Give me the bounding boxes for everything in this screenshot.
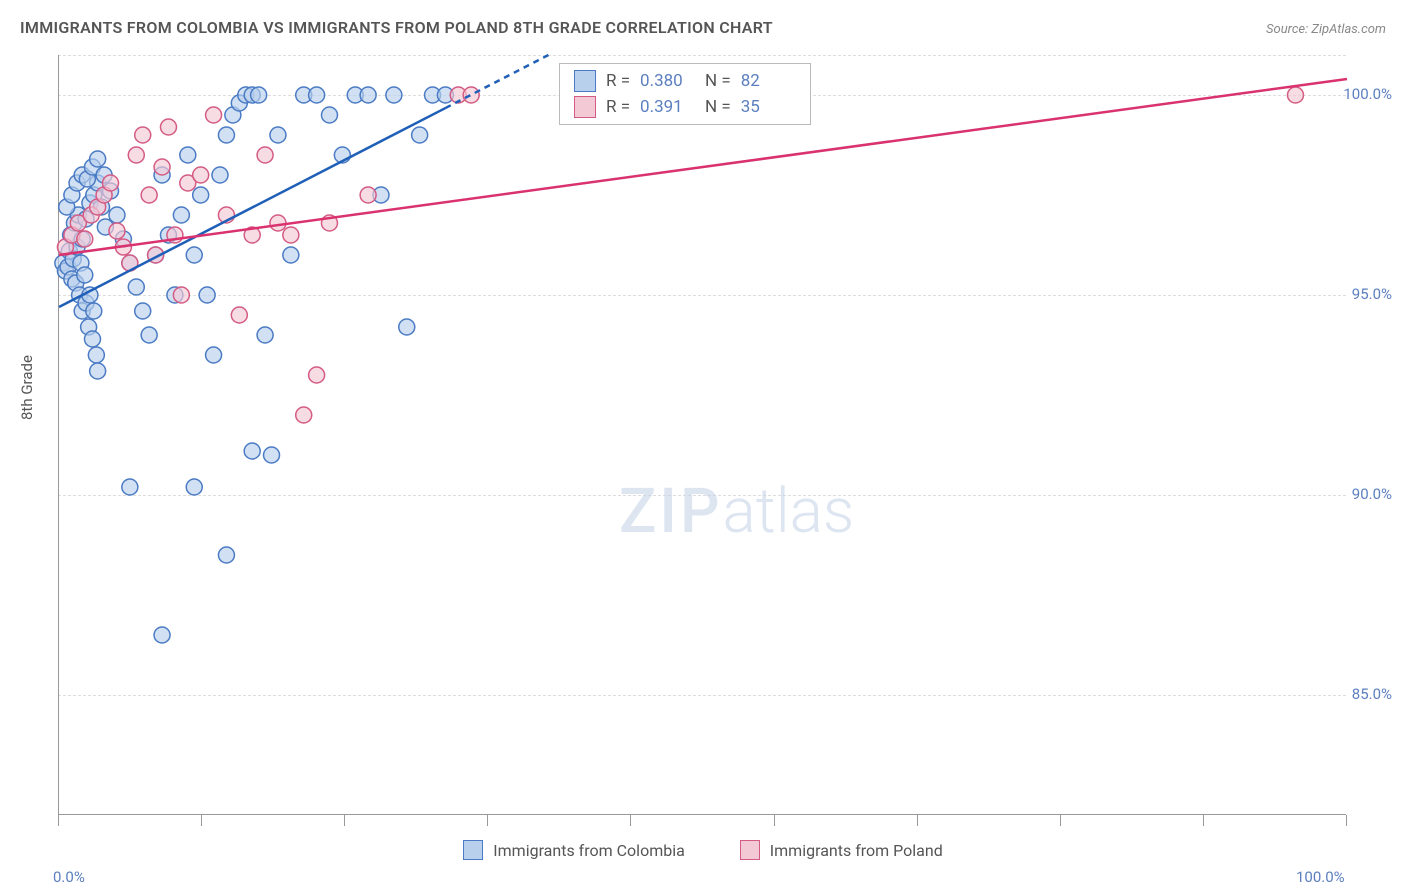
legend-item: Immigrants from Poland [740, 840, 943, 860]
correlation-stats-box: R = 0.380 N = 82 R = 0.391 N = 35 [559, 63, 811, 125]
y-tick-label: 90.0% [1352, 485, 1392, 503]
series-swatch [574, 96, 596, 118]
legend-item: Immigrants from Colombia [463, 840, 685, 860]
scatter-svg [59, 55, 1347, 815]
series-swatch [574, 70, 596, 92]
legend: Immigrants from Colombia Immigrants from… [0, 840, 1406, 860]
chart-plot-area: ZIPatlas R = 0.380 N = 82 R = 0.391 N = … [58, 55, 1346, 815]
y-tick-label: 85.0% [1352, 685, 1392, 703]
y-tick-label: 100.0% [1343, 85, 1392, 103]
stat-row: R = 0.391 N = 35 [574, 96, 796, 118]
legend-label: Immigrants from Poland [770, 841, 943, 860]
legend-label: Immigrants from Colombia [493, 841, 685, 860]
x-tick-label: 0.0% [53, 868, 85, 886]
y-tick-label: 95.0% [1352, 285, 1392, 303]
stat-row: R = 0.380 N = 82 [574, 70, 796, 92]
y-axis-label: 8th Grade [18, 355, 36, 420]
source-attribution: Source: ZipAtlas.com [1266, 22, 1386, 37]
series-swatch [740, 840, 760, 860]
x-tick-label: 100.0% [1296, 868, 1345, 886]
series-swatch [463, 840, 483, 860]
chart-title: IMMIGRANTS FROM COLOMBIA VS IMMIGRANTS F… [20, 18, 773, 37]
